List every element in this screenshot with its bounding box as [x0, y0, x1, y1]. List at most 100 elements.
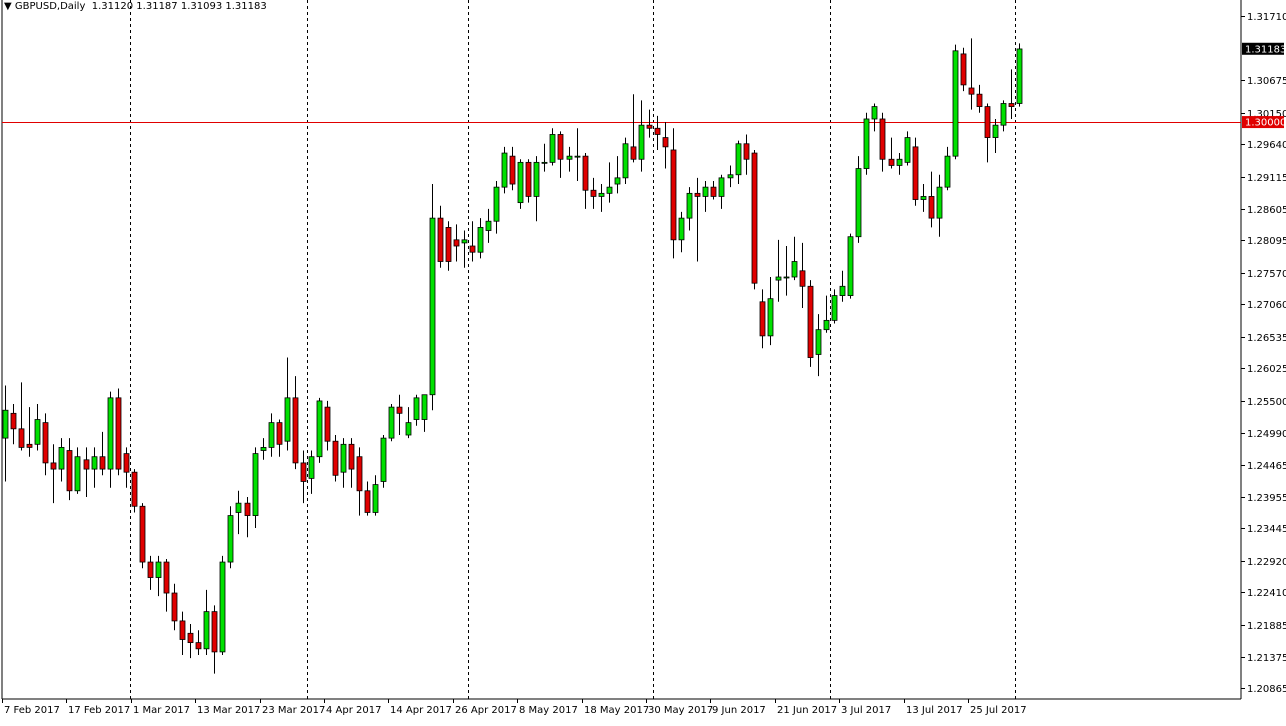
candle-bear — [66, 450, 73, 492]
candle-bear — [115, 397, 122, 470]
y-tick-label: 1.28605 — [1247, 205, 1286, 216]
candle-bear — [557, 134, 564, 160]
candle-bear — [171, 592, 178, 622]
candle-bull — [936, 186, 943, 219]
candle-bear — [42, 422, 49, 464]
candle-bear — [244, 502, 251, 516]
candle-bull — [227, 515, 234, 563]
candle-bull — [839, 285, 846, 296]
candle-bull — [831, 295, 838, 321]
candle-bull — [678, 217, 685, 241]
candle-bear — [300, 462, 307, 482]
candle-bull — [413, 397, 420, 420]
candle-bull — [904, 137, 911, 163]
candle-bull — [815, 329, 822, 355]
y-tick-label: 1.23445 — [1247, 524, 1286, 535]
candle-bear — [928, 196, 935, 219]
candle-bull — [855, 168, 862, 238]
candle-bear — [18, 428, 25, 448]
candle-bull — [718, 177, 725, 197]
candle-bear — [396, 406, 403, 414]
candle-bear — [10, 412, 17, 430]
ohlc-low: 1.31093 — [180, 1, 223, 12]
candle-bull — [1000, 103, 1007, 126]
candle-bull — [896, 158, 903, 166]
y-tick-label: 1.30150 — [1247, 109, 1286, 120]
candle-bull — [429, 217, 436, 396]
candle-bear — [50, 462, 57, 470]
candle-bear — [670, 149, 677, 241]
y-tick-label: 1.26535 — [1247, 333, 1286, 344]
candle-bear — [147, 561, 154, 578]
candle-bull — [252, 453, 259, 516]
candle-bull — [541, 161, 548, 164]
x-tick-label: 14 Apr 2017 — [390, 705, 452, 716]
candle-bear — [968, 87, 975, 95]
y-tick-label: 1.26025 — [1247, 364, 1286, 375]
y-tick-label: 1.29115 — [1247, 173, 1286, 184]
candle-bear — [179, 620, 186, 640]
x-tick-label: 7 Feb 2017 — [4, 705, 60, 716]
candle-bull — [316, 400, 323, 458]
candle-bull — [952, 50, 959, 157]
y-tick-label: 1.22920 — [1247, 557, 1286, 568]
current-price-label: 1.31183 — [1245, 44, 1286, 55]
x-tick-label: 18 May 2017 — [584, 705, 649, 716]
level-price-tag — [1242, 116, 1284, 129]
candle-bull — [340, 443, 347, 473]
x-tick-label: 9 Jun 2017 — [712, 705, 766, 716]
y-tick-label: 1.30675 — [1247, 76, 1286, 87]
candle-bear — [646, 124, 653, 129]
candle-bear — [83, 459, 90, 470]
candle-bear — [710, 186, 717, 197]
candle-bull — [219, 561, 226, 653]
candle-bear — [662, 137, 669, 148]
candle-bull — [566, 155, 573, 160]
candle-bull — [783, 276, 790, 279]
candle-bull — [380, 437, 387, 482]
candle-bear — [582, 155, 589, 191]
candle-bull — [1016, 48, 1023, 104]
candle-bear — [348, 443, 355, 470]
candle-bear — [276, 422, 283, 445]
candle-bull — [598, 192, 605, 197]
candle-bull — [871, 106, 878, 120]
x-tick-label: 17 Feb 2017 — [68, 705, 130, 716]
candle-bull — [606, 186, 613, 194]
candle-bear — [437, 217, 444, 262]
y-tick-label: 1.20865 — [1247, 684, 1286, 695]
candle-bear — [759, 301, 766, 337]
y-tick-label: 1.24465 — [1247, 461, 1286, 472]
candle-bear — [211, 611, 218, 653]
y-tick-label: 1.29640 — [1247, 140, 1286, 151]
candle-bear — [445, 227, 452, 262]
candle-bear — [1008, 103, 1015, 107]
candle-bull — [388, 406, 395, 439]
candle-bull — [574, 155, 581, 158]
candle-bear — [912, 146, 919, 200]
y-tick-label: 1.21885 — [1247, 621, 1286, 632]
candle-bull — [622, 143, 629, 179]
candle-bear — [630, 146, 637, 160]
candle-bear — [364, 490, 371, 513]
y-tick-label: 1.25500 — [1247, 397, 1286, 408]
x-tick-label: 4 Apr 2017 — [326, 705, 381, 716]
candle-bear — [799, 270, 806, 287]
candle-bull — [501, 152, 508, 188]
candle-bull — [791, 261, 798, 278]
candle-bull — [735, 143, 742, 176]
x-tick-label: 8 May 2017 — [519, 705, 578, 716]
candle-bull — [372, 484, 379, 513]
y-tick-label: 1.31710 — [1247, 12, 1286, 23]
symbol-label: GBPUSD,Daily — [14, 1, 86, 12]
candle-bull — [920, 196, 927, 200]
collapse-arrow-icon[interactable]: ▼ — [4, 1, 12, 12]
candle-bull — [517, 161, 524, 204]
y-tick-label: 1.24990 — [1247, 429, 1286, 440]
candle-bear — [976, 93, 983, 107]
y-tick-label: 1.27570 — [1247, 269, 1286, 280]
candle-bear — [195, 642, 202, 650]
candle-bull — [74, 456, 81, 492]
